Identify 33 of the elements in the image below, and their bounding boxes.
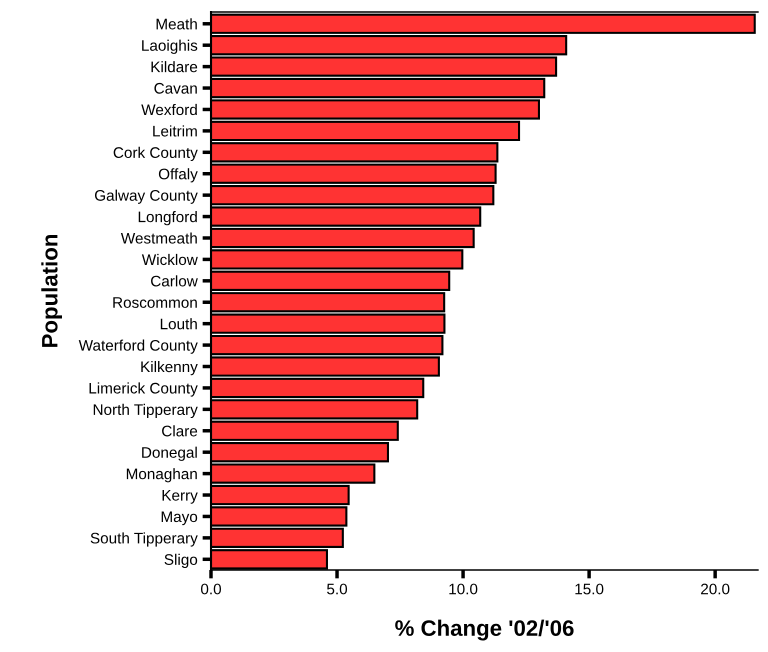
y-tick-label: Westmeath (120, 232, 197, 244)
y-tick-label: Sligo (164, 554, 198, 568)
y-tick-label: Donegal (142, 446, 197, 461)
y-axis-title: Population (41, 234, 62, 347)
y-tick-label: Wicklow (142, 254, 198, 266)
y-tick-label: Meath (156, 18, 197, 30)
y-tick-label: Galway County (94, 190, 198, 204)
y-tick-label: Longford (138, 211, 197, 226)
y-tick-label: South Tipperary (90, 532, 198, 547)
y-tick-label: Kerry (162, 490, 198, 504)
y-tick-label: Louth (160, 318, 197, 330)
y-tick-label: Waterford County (78, 340, 198, 354)
y-tick-label: Leitrim (153, 125, 197, 137)
y-tick-label: Kildare (152, 61, 198, 72)
x-tick-label: 15.0 (575, 584, 604, 594)
y-tick-label: Offaly (158, 168, 198, 182)
y-tick-label: Carlow (151, 275, 198, 287)
y-tick-label: Wexford (141, 104, 197, 116)
y-tick-label: Mayo (162, 511, 198, 526)
y-tick-label: Limerick County (90, 382, 198, 397)
y-tick-label: Roscommon (113, 297, 197, 308)
y-tick-label: Cavan (154, 82, 197, 94)
y-tick-label: Cork County (114, 146, 198, 162)
y-tick-label: Kilkenny (141, 360, 198, 376)
y-tick-label: Monaghan (126, 468, 197, 482)
x-tick-label: 10.0 (449, 584, 478, 594)
x-tick-label: 5.0 (327, 584, 348, 594)
y-tick-label: North Tipperary (94, 404, 198, 418)
y-tick-label: Laoighis (142, 40, 198, 54)
y-tick-label: Clare (162, 425, 198, 436)
x-tick-label: 0.0 (200, 584, 222, 594)
x-tick-label: 20.0 (701, 584, 730, 594)
x-axis-title: % Change '02/'06 (395, 620, 574, 640)
